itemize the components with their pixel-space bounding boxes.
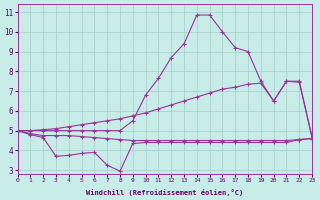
X-axis label: Windchill (Refroidissement éolien,°C): Windchill (Refroidissement éolien,°C) [86,189,244,196]
